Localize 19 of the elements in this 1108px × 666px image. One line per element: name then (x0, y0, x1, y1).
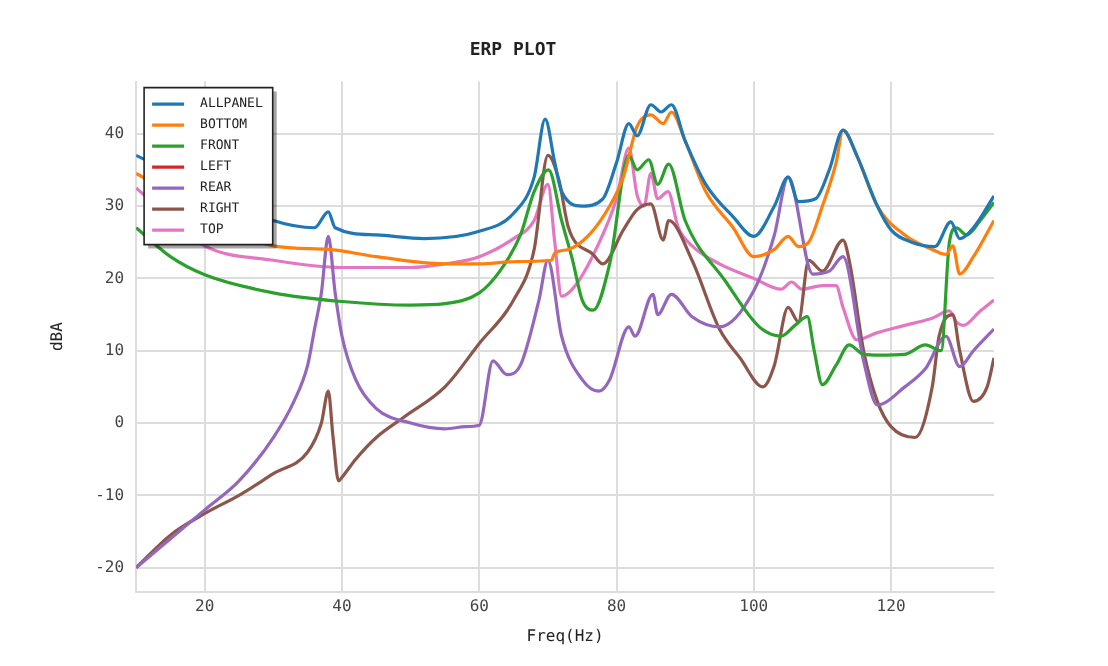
y-axis-title: dBA (47, 321, 66, 352)
y-tick-label: 10 (104, 340, 125, 359)
y-tick-label: -20 (95, 557, 125, 576)
x-tick-label: 80 (606, 597, 627, 616)
y-tick-label: 40 (104, 123, 125, 142)
x-tick-label: 20 (195, 597, 215, 616)
chart-title: ERP PLOT (469, 41, 558, 62)
y-tick-label: -10 (95, 485, 125, 504)
x-axis-title: Freq(Hz) (526, 626, 604, 645)
y-tick-label: 30 (104, 196, 125, 215)
y-tick-label: 0 (114, 413, 125, 432)
x-tick-label: 60 (469, 597, 490, 616)
y-tick-label: 20 (104, 268, 125, 287)
x-tick-label: 100 (739, 597, 769, 616)
line-series (136, 146, 994, 342)
line-series (136, 103, 994, 249)
line-series (136, 153, 994, 387)
x-tick-label: 40 (332, 597, 352, 616)
x-tick-label: 120 (876, 597, 906, 616)
